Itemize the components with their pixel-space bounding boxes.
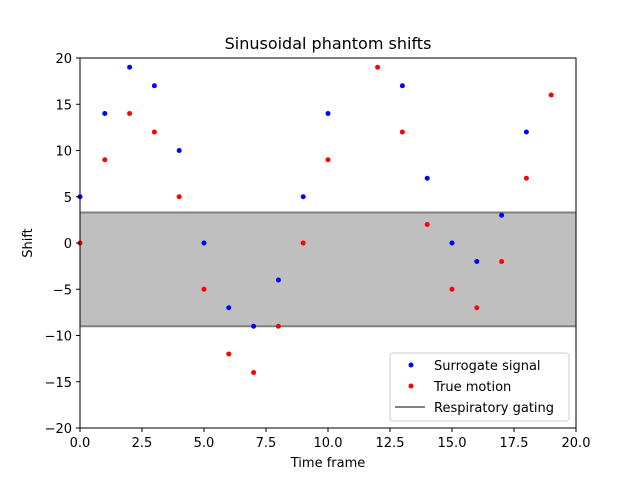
x-tick-label: 10.0 xyxy=(314,436,343,451)
legend-box xyxy=(389,352,570,422)
y-tick-label: 5 xyxy=(64,191,72,206)
y-tick-label: 20 xyxy=(55,52,72,67)
y-tick-label: 10 xyxy=(55,145,72,160)
true-motion-point xyxy=(151,129,157,135)
legend-marker-true-motion xyxy=(408,383,414,389)
x-tick-label: 5.0 xyxy=(194,436,215,451)
true-motion-point xyxy=(399,129,405,135)
true-motion-point xyxy=(474,305,480,311)
true-motion-point xyxy=(424,222,430,227)
surrogate-signal-point xyxy=(300,194,306,200)
y-tick-label: −5 xyxy=(53,283,72,298)
chart-title: Sinusoidal phantom shifts xyxy=(225,34,432,53)
y-tick-label: 15 xyxy=(55,98,72,113)
y-tick-label: −20 xyxy=(45,422,72,437)
x-tick-label: 2.5 xyxy=(132,436,153,451)
x-tick-label: 15.0 xyxy=(438,436,467,451)
surrogate-signal-point xyxy=(499,212,505,218)
x-tick-label: 7.5 xyxy=(256,436,277,451)
points-layer xyxy=(77,64,554,375)
y-axis-label: Shift xyxy=(21,228,36,258)
surrogate-signal-point xyxy=(201,240,207,246)
true-motion-point xyxy=(449,286,455,292)
true-motion-point xyxy=(300,240,306,246)
surrogate-signal-point xyxy=(325,111,331,116)
surrogate-signal-point xyxy=(424,175,430,181)
legend: Surrogate signal True motion Respiratory… xyxy=(389,352,570,422)
y-tick-label: −10 xyxy=(45,330,72,345)
surrogate-signal-point xyxy=(449,240,455,246)
x-axis-label: Time frame xyxy=(290,456,366,471)
surrogate-signal-point xyxy=(474,259,480,264)
legend-label-surrogate: Surrogate signal xyxy=(434,359,541,374)
true-motion-point xyxy=(201,286,207,292)
surrogate-signal-point xyxy=(176,148,182,153)
true-motion-point xyxy=(226,351,232,357)
y-tick-label: 0 xyxy=(64,237,72,252)
y-tick-label: −15 xyxy=(45,376,72,391)
x-axis-ticks: 0.0 2.5 5.0 7.5 10.0 12.5 15.0 17.5 20.0 xyxy=(70,428,591,451)
true-motion-point xyxy=(127,111,133,116)
x-tick-label: 20.0 xyxy=(562,436,591,451)
true-motion-point xyxy=(275,323,281,329)
legend-label-gating: Respiratory gating xyxy=(434,401,554,416)
surrogate-signal-point xyxy=(523,129,529,135)
surrogate-signal-point xyxy=(399,83,405,89)
surrogate-signal-point xyxy=(102,111,108,116)
legend-label-true-motion: True motion xyxy=(433,380,511,395)
x-tick-label: 0.0 xyxy=(70,436,91,451)
surrogate-signal-point xyxy=(127,64,133,70)
true-motion-point xyxy=(251,370,257,375)
true-motion-point xyxy=(325,157,331,163)
x-tick-label: 12.5 xyxy=(376,436,405,451)
true-motion-point xyxy=(375,64,381,70)
gating-band-fill xyxy=(80,212,576,327)
surrogate-signal-point xyxy=(226,305,232,311)
surrogate-signal-point xyxy=(251,323,257,329)
x-tick-label: 17.5 xyxy=(500,436,529,451)
true-motion-point xyxy=(548,92,554,98)
surrogate-signal-point xyxy=(151,83,157,89)
surrogate-signal-point xyxy=(275,277,281,283)
true-motion-point xyxy=(523,175,529,181)
y-axis-ticks: −20 −15 −10 −5 0 5 10 15 20 xyxy=(45,52,80,437)
legend-marker-surrogate xyxy=(408,362,414,368)
gating-band-layer xyxy=(80,211,576,328)
true-motion-point xyxy=(499,259,505,264)
true-motion-point xyxy=(176,194,182,200)
true-motion-point xyxy=(102,157,108,163)
